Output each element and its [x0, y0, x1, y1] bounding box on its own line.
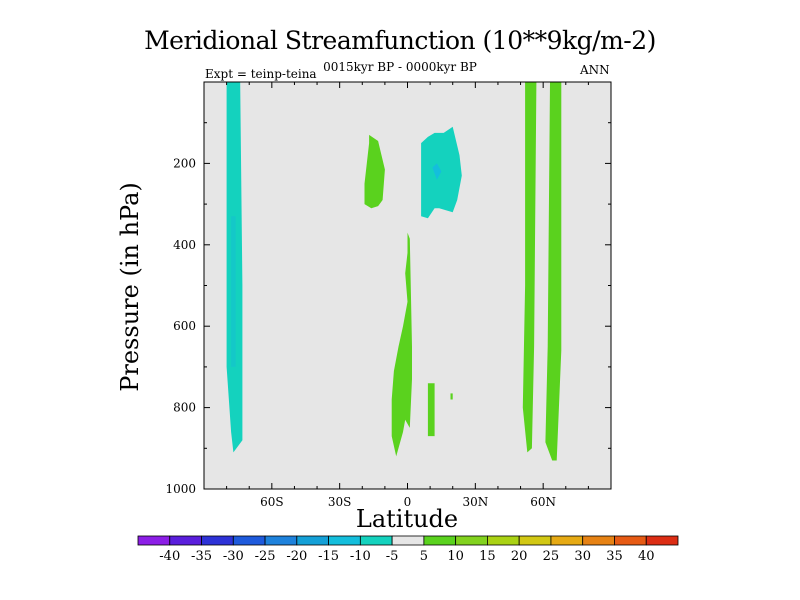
y-axis-label: Pressure (in hPa) [116, 182, 144, 392]
colorbar-label: -5 [386, 549, 399, 564]
colorbar-label: -20 [286, 549, 307, 564]
colorbar-swatch [645, 535, 679, 546]
region-sh-polar-core [231, 216, 236, 367]
colorbar-swatch [614, 535, 647, 546]
colorbar-label: -10 [350, 549, 371, 564]
y-axis: 200 400 600 800 1000 [165, 122, 611, 496]
region-sh-upper-positive [364, 134, 385, 209]
colorbar-swatch [518, 535, 552, 546]
region-nh-polar-positive [545, 82, 562, 461]
colorbar-label: 40 [638, 549, 655, 564]
colorbar-label: -30 [223, 549, 244, 564]
y-tick-label: 1000 [165, 482, 196, 496]
x-axis-label: Latitude [356, 505, 458, 533]
colorbar-swatch [391, 535, 425, 546]
colorbar-label: 10 [447, 549, 464, 564]
colorbar-swatch [582, 535, 615, 546]
colorbar-swatch [359, 535, 393, 546]
colorbar-label: 20 [511, 549, 528, 564]
y-tick-label: 200 [173, 156, 196, 170]
y-tick-label: 400 [173, 238, 196, 252]
colorbar-swatch [328, 535, 361, 546]
y-tick-label: 600 [173, 319, 196, 333]
colorbar-label: 25 [543, 549, 560, 564]
colorbar-label: 15 [479, 549, 496, 564]
colorbar-label: -35 [191, 549, 212, 564]
colorbar-label: 30 [574, 549, 591, 564]
contour-regions [226, 82, 562, 461]
colorbar-label: 5 [420, 549, 428, 564]
region-nh-lower-positive [427, 383, 435, 437]
colorbar-swatch [232, 535, 266, 546]
region-nh-upper-negative [421, 126, 462, 219]
colorbar-label: 35 [606, 549, 623, 564]
colorbar-swatch [169, 535, 202, 546]
colorbar-swatch [550, 535, 584, 546]
x-tick-label: 30S [328, 495, 352, 509]
colorbar-label: -40 [159, 549, 180, 564]
x-tick-label: 0 [404, 495, 412, 509]
region-sh-lower-positive [391, 232, 412, 457]
x-tick-label: 60S [260, 495, 284, 509]
colorbar-swatch [201, 535, 234, 546]
colorbar-label: -25 [255, 549, 276, 564]
region-nh-small-positive [450, 393, 453, 400]
colorbar: -40 -35 -30 -25 -20 -15 -10 -5 5 10 15 20 25 30 35 40 [137, 535, 679, 564]
x-tick-label: 30N [462, 495, 488, 509]
x-tick-label: 60N [530, 495, 556, 509]
colorbar-swatch [487, 535, 520, 546]
colorbar-swatch [264, 535, 298, 546]
region-nh-midlat-positive [522, 82, 537, 453]
y-tick-label: 800 [173, 401, 196, 415]
colorbar-swatch [423, 535, 457, 546]
colorbar-swatch [137, 535, 171, 546]
season-label: ANN [580, 63, 610, 77]
colorbar-swatch [296, 535, 329, 546]
region-nh-upper-negative-core [432, 163, 442, 180]
x-axis: 60S 30S 0 30N 60N [226, 82, 589, 509]
colorbar-label: -15 [318, 549, 339, 564]
colorbar-swatch [455, 535, 488, 546]
experiment-label: Expt = teinp-teina [205, 67, 317, 81]
chart-subtitle: 0015kyr BP - 0000kyr BP [323, 60, 477, 74]
chart-title: Meridional Streamfunction (10**9kg/m-2) [144, 26, 656, 55]
